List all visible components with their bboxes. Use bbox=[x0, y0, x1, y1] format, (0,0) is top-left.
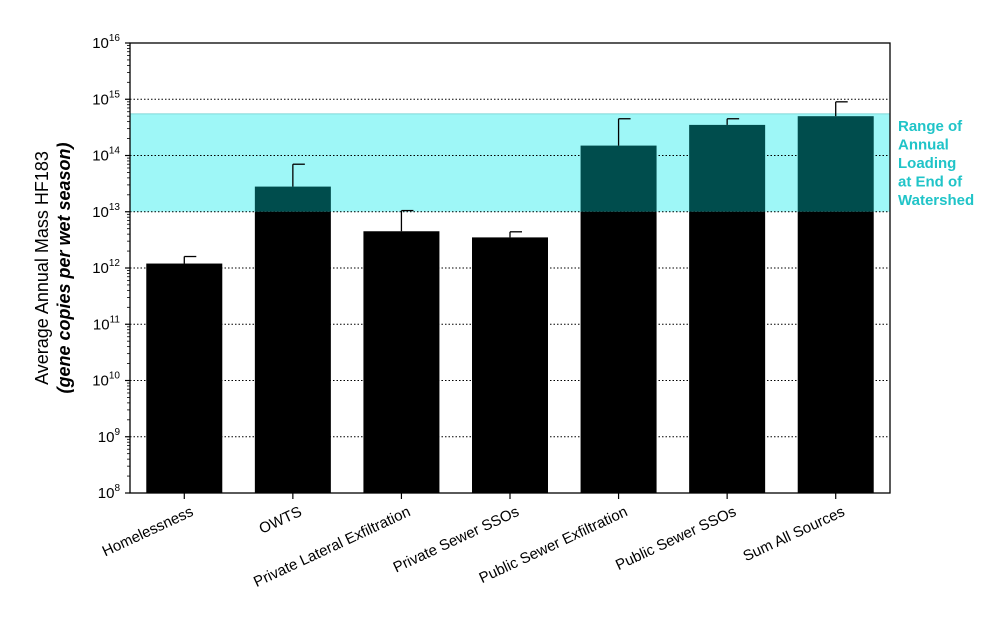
y-tick-label-exponent: 15 bbox=[109, 89, 121, 100]
x-tick-label: Sum All Sources bbox=[740, 503, 847, 565]
y-tick-label: 109 bbox=[98, 427, 121, 446]
error-bars bbox=[183, 101, 848, 264]
loading-range-band bbox=[130, 113, 890, 212]
y-tick-label-base: 10 bbox=[92, 35, 109, 52]
bar-in-band-segment bbox=[797, 116, 874, 212]
band-label-line: Loading bbox=[898, 155, 956, 172]
y-tick-label-exponent: 16 bbox=[109, 33, 121, 44]
y-tick-label-exponent: 13 bbox=[109, 202, 121, 213]
y-tick-label: 1014 bbox=[92, 146, 120, 165]
x-tick-label: Homelessness bbox=[100, 503, 196, 560]
y-tick-label: 108 bbox=[98, 483, 121, 502]
y-tick-label-base: 10 bbox=[92, 260, 109, 277]
y-tick-label-exponent: 10 bbox=[109, 371, 121, 382]
y-tick-label-base: 10 bbox=[98, 429, 115, 446]
y-tick-label-base: 10 bbox=[92, 204, 109, 221]
band-label-line: Annual bbox=[898, 137, 949, 154]
y-tick-label: 1010 bbox=[92, 371, 120, 390]
bar bbox=[797, 211, 874, 493]
bar bbox=[363, 231, 440, 494]
bar bbox=[472, 237, 548, 493]
y-tick-label-exponent: 12 bbox=[109, 258, 121, 269]
y-tick-label-base: 10 bbox=[92, 91, 109, 108]
y-tick-label: 1016 bbox=[92, 33, 120, 52]
y-tick-label-exponent: 9 bbox=[114, 427, 120, 438]
x-tick-label: Public Sewer SSOs bbox=[613, 503, 739, 574]
y-axis-title-line2: (gene copies per wet season) bbox=[54, 142, 74, 393]
loading-range-band-layer bbox=[130, 113, 890, 212]
bar bbox=[254, 211, 331, 493]
y-tick-label: 1012 bbox=[92, 258, 120, 277]
y-axis-title-line1: Average Annual Mass HF183 bbox=[32, 151, 52, 385]
y-axis-title: Average Annual Mass HF183 (gene copies pe… bbox=[32, 142, 74, 393]
y-tick-label-base: 10 bbox=[92, 148, 109, 165]
bar-in-band-segment bbox=[254, 186, 331, 212]
axes bbox=[125, 42, 891, 499]
y-tick-label: 1015 bbox=[92, 89, 120, 108]
bar bbox=[146, 263, 223, 493]
y-tick-label-base: 10 bbox=[92, 373, 109, 390]
y-tick-label-exponent: 8 bbox=[114, 483, 120, 494]
x-tick-label: OWTS bbox=[257, 503, 305, 537]
y-tick-label-base: 10 bbox=[98, 485, 115, 502]
y-tick-label-exponent: 11 bbox=[110, 314, 121, 325]
bar bbox=[689, 211, 766, 493]
band-label-line: Watershed bbox=[898, 192, 974, 209]
y-tick-label-base: 10 bbox=[93, 316, 110, 333]
y-tick-label: 1011 bbox=[93, 314, 121, 333]
bar-in-band-segment bbox=[689, 124, 766, 212]
y-tick-label: 1013 bbox=[92, 202, 120, 221]
bars bbox=[146, 116, 874, 494]
bar bbox=[580, 211, 657, 493]
band-label-line: at End of bbox=[898, 174, 963, 191]
y-tick-label-exponent: 14 bbox=[109, 146, 121, 157]
bar-in-band-segment bbox=[580, 145, 657, 212]
band-label-line: Range of bbox=[898, 118, 963, 135]
